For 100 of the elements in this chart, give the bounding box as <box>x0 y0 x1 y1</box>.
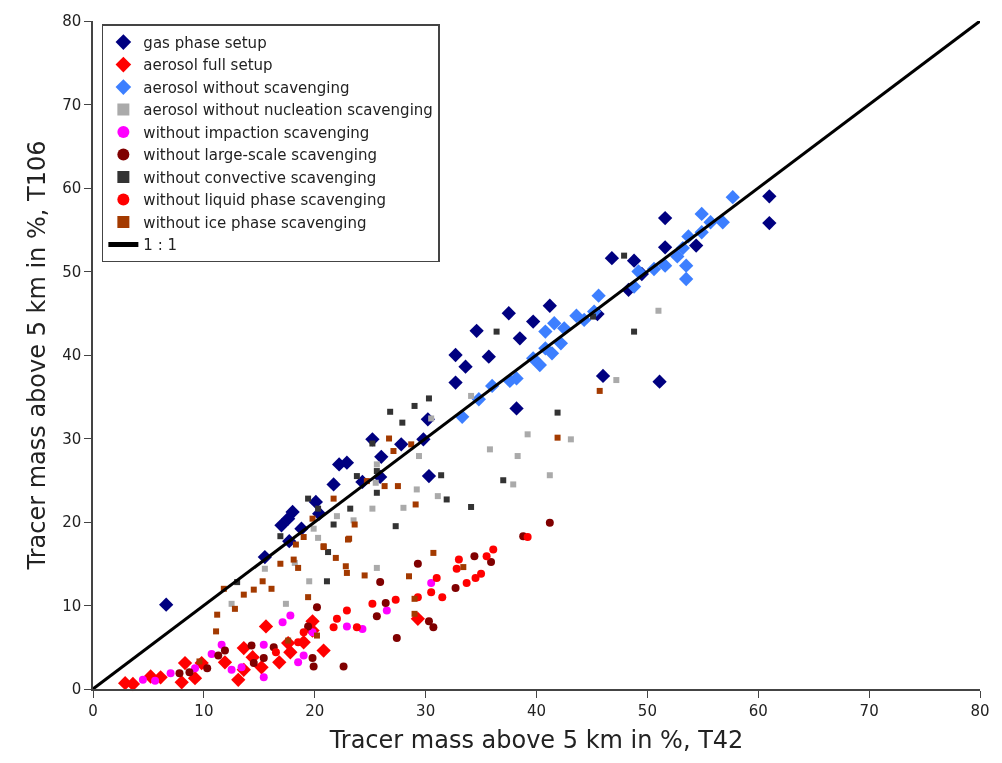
point <box>421 468 437 484</box>
point <box>471 573 480 582</box>
point <box>374 449 389 465</box>
point <box>369 505 376 512</box>
point <box>326 477 341 492</box>
point <box>305 495 312 502</box>
point <box>487 558 496 567</box>
point <box>391 595 400 604</box>
y-tick-label: 10 <box>62 596 82 615</box>
point <box>187 671 203 686</box>
point <box>373 461 380 468</box>
point <box>454 555 463 564</box>
point <box>526 314 541 329</box>
legend-label: 1 : 1 <box>143 236 178 255</box>
point <box>626 253 642 268</box>
point <box>386 435 393 442</box>
point <box>501 306 516 321</box>
legend-label: without large-scale scavenging <box>143 146 377 165</box>
y-tick-label: 40 <box>62 346 82 365</box>
point <box>469 323 484 338</box>
point <box>240 591 247 598</box>
point <box>679 271 694 287</box>
point <box>220 646 229 655</box>
point <box>412 501 419 508</box>
x-tick-label: 50 <box>637 701 657 720</box>
point <box>468 392 475 399</box>
point <box>679 258 694 273</box>
point <box>394 437 409 452</box>
point <box>451 583 460 592</box>
point <box>323 578 330 585</box>
point <box>309 662 318 671</box>
point <box>292 541 299 548</box>
x-tick-label: 40 <box>526 701 547 720</box>
point <box>214 651 223 660</box>
point <box>387 408 394 415</box>
point <box>657 210 673 226</box>
point <box>271 648 280 657</box>
point <box>538 324 553 339</box>
point <box>249 659 258 668</box>
point <box>217 655 233 670</box>
y-tick-label: 0 <box>71 680 82 699</box>
point <box>468 503 475 510</box>
point <box>554 409 561 416</box>
point <box>438 472 445 479</box>
point <box>595 368 611 384</box>
point <box>315 505 322 512</box>
point <box>591 288 606 303</box>
point <box>462 578 471 587</box>
point <box>621 252 628 259</box>
point <box>228 600 235 607</box>
point <box>657 258 673 273</box>
point <box>554 434 561 441</box>
point <box>509 401 524 416</box>
point <box>425 395 432 402</box>
point <box>544 346 560 361</box>
point <box>725 190 740 205</box>
point <box>342 606 351 615</box>
x-tick-label: 80 <box>970 701 990 720</box>
point <box>175 669 184 678</box>
point <box>545 518 554 527</box>
y-axis-title: Tracer mass above 5 km in %, T106 <box>22 140 51 571</box>
point <box>762 189 777 204</box>
point <box>411 595 418 602</box>
point <box>231 672 246 687</box>
legend-label: aerosol without scavenging <box>143 78 350 97</box>
point <box>339 662 348 671</box>
legend-label: without liquid phase scavenging <box>143 191 386 210</box>
x-tick-label: 60 <box>748 701 768 720</box>
point <box>458 359 473 374</box>
point <box>413 559 422 568</box>
point <box>405 573 412 580</box>
point <box>259 673 268 682</box>
point <box>376 578 385 587</box>
point <box>361 572 368 579</box>
point <box>299 651 308 660</box>
point <box>325 549 332 556</box>
point <box>312 603 321 612</box>
x-axis-title: Tracer mass above 5 km in %, T42 <box>328 725 744 754</box>
point <box>510 481 517 488</box>
y-tick-label: 80 <box>62 12 82 31</box>
point <box>631 328 638 335</box>
point <box>351 521 358 528</box>
point <box>399 419 406 426</box>
point <box>278 618 287 627</box>
legend-label: without ice phase scavenging <box>143 213 367 232</box>
point <box>438 593 447 602</box>
y-tick-label: 50 <box>62 262 82 281</box>
point <box>259 578 266 585</box>
point <box>481 349 496 364</box>
point <box>524 431 531 438</box>
point <box>542 298 557 313</box>
point <box>373 564 380 571</box>
point <box>482 552 491 561</box>
point <box>546 472 553 479</box>
point <box>604 250 620 266</box>
point <box>299 628 308 637</box>
point <box>460 564 467 571</box>
point <box>343 569 350 576</box>
point <box>567 436 574 443</box>
point <box>294 658 303 667</box>
